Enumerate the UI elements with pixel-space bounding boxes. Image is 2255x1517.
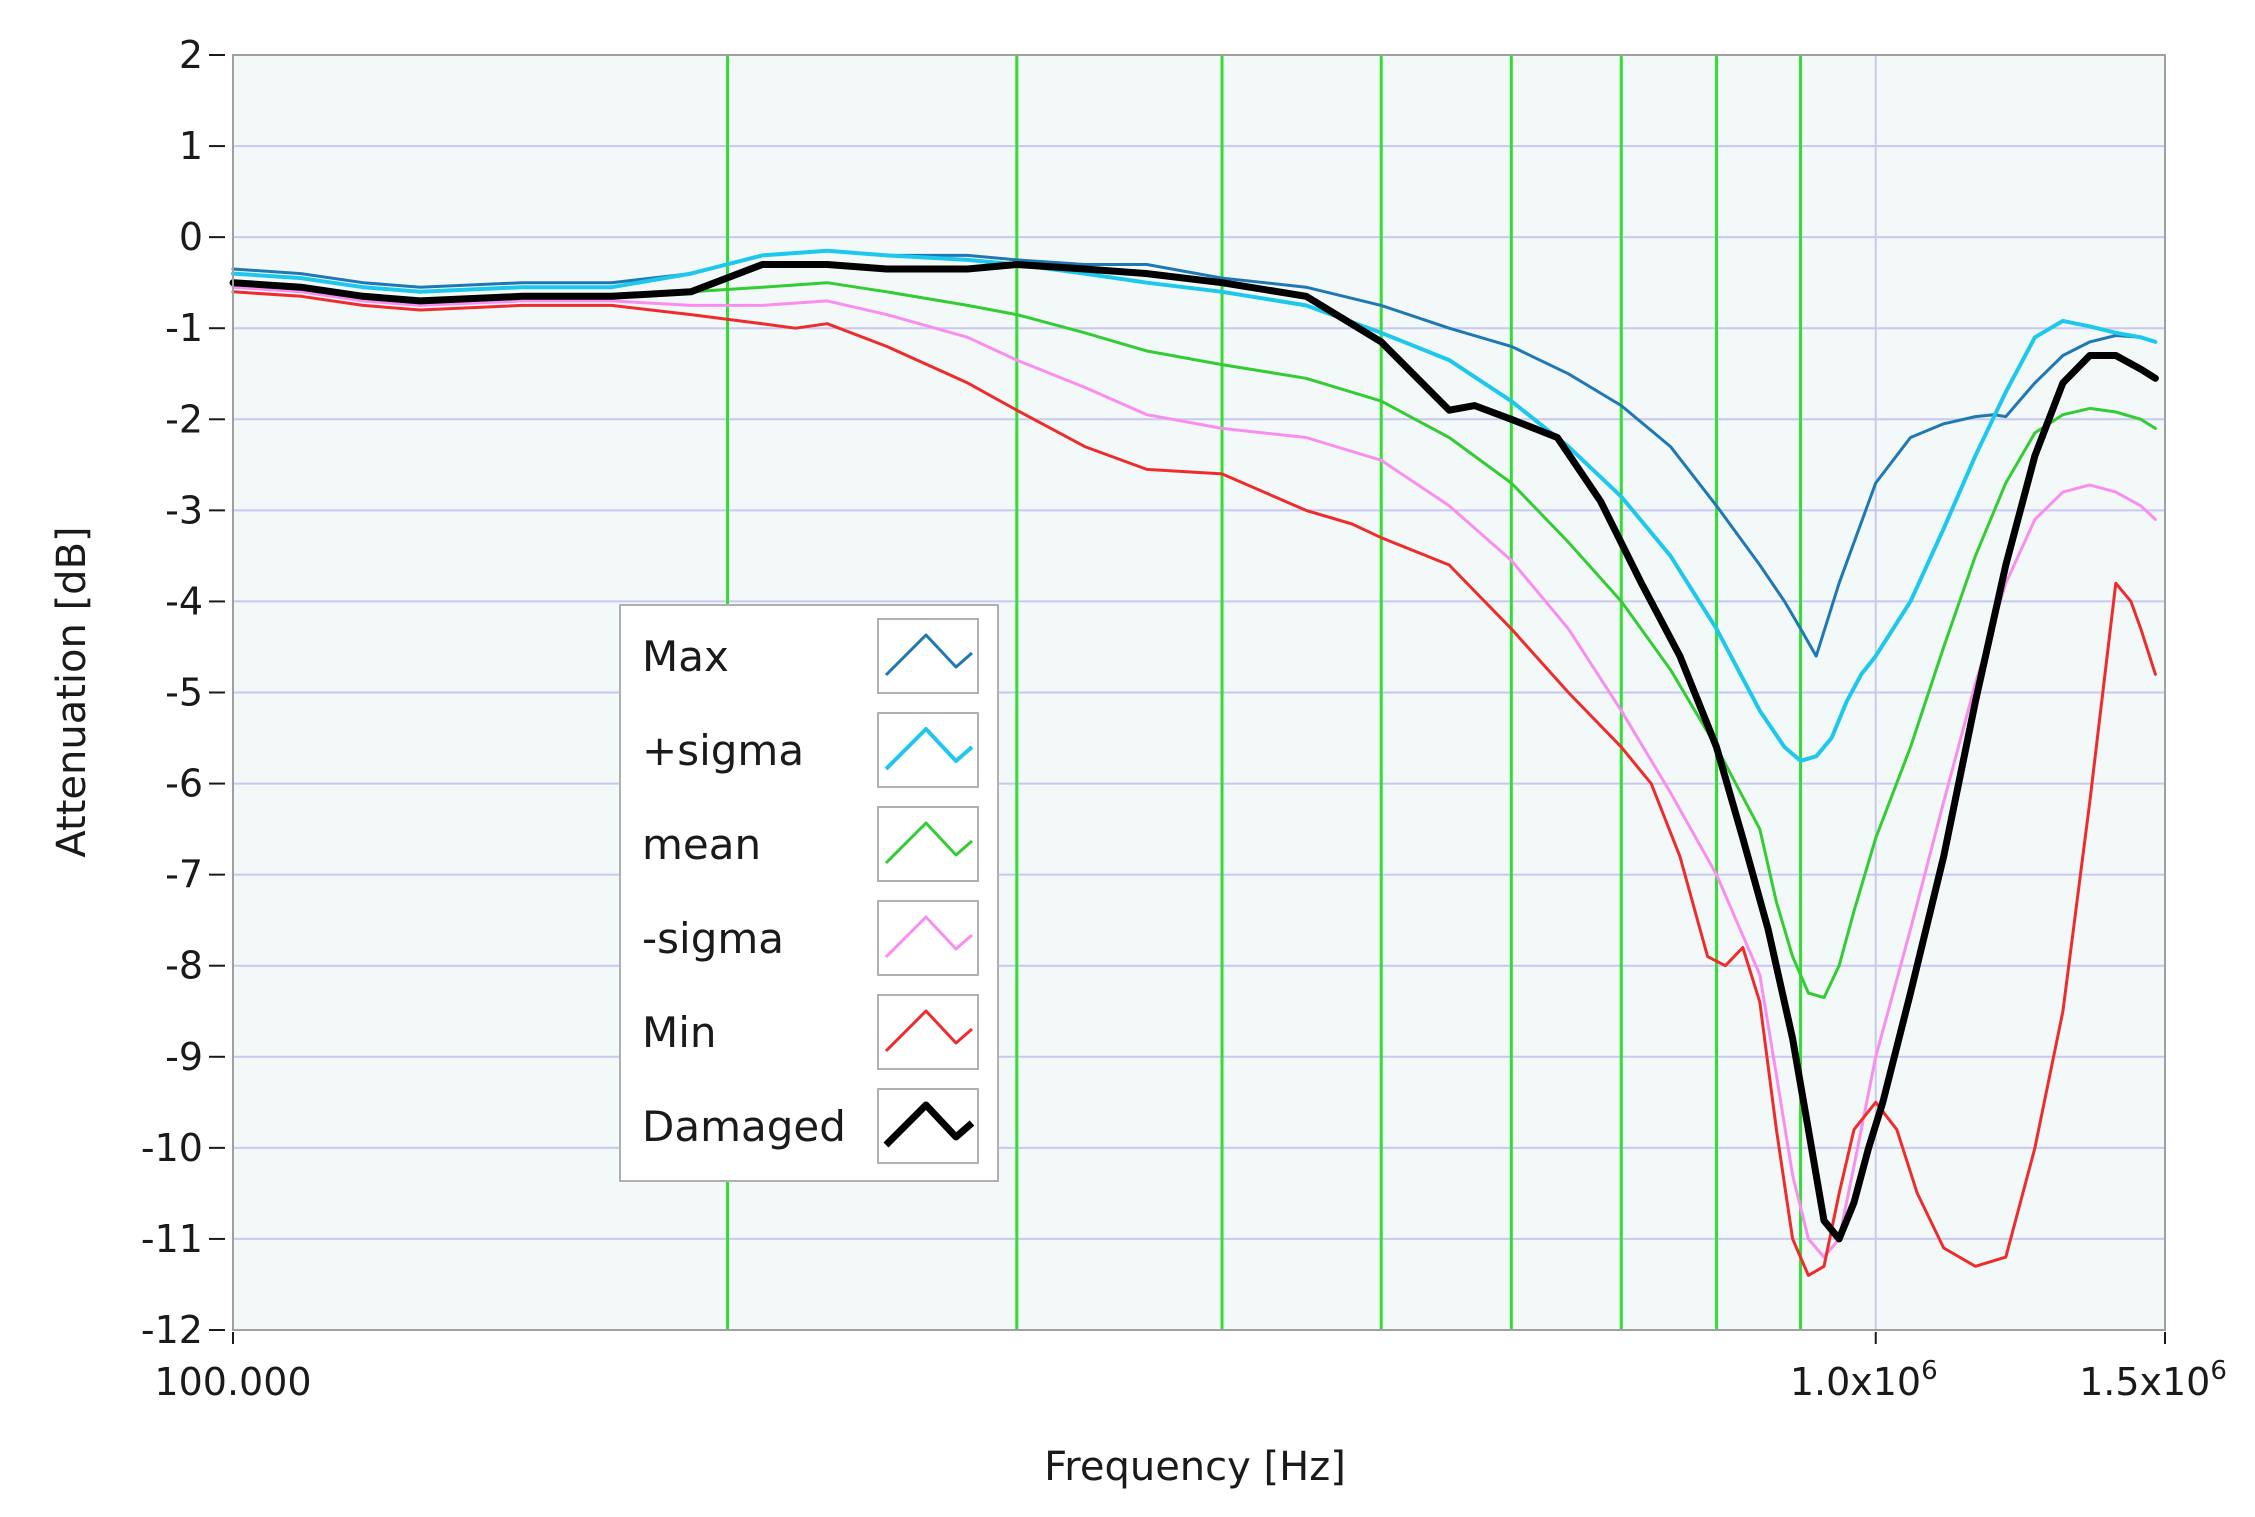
legend-swatch-line	[884, 915, 973, 959]
legend-label: +sigma	[642, 726, 804, 775]
plot-frame	[232, 54, 2166, 1331]
series-line-min	[231, 290, 2157, 1277]
y-tick-label: 1	[179, 124, 203, 168]
x-tick-label: 1.5x106	[2079, 1356, 2227, 1404]
x-tick-label: 100.000	[154, 1360, 311, 1404]
y-tick-label: -9	[165, 1035, 203, 1079]
legend-swatch-line	[884, 727, 974, 771]
y-axis-title: Attenuation [dB]	[49, 526, 95, 857]
x-tick-label: 1.0x106	[1790, 1356, 1938, 1404]
y-tick-label: -1	[165, 306, 203, 350]
legend-label: Max	[642, 632, 729, 681]
y-tick-label: -7	[165, 853, 203, 897]
legend-swatch-line	[884, 821, 973, 865]
series-line-damaged	[229, 261, 2159, 1243]
y-tick-label: -11	[141, 1217, 203, 1261]
legend-swatch-box	[877, 618, 979, 694]
y-tick-label: 0	[179, 215, 203, 259]
y-tick-label: -12	[141, 1308, 203, 1352]
legend-swatch-line	[883, 1101, 975, 1148]
legend-swatch-box	[877, 806, 979, 882]
legend: Max +sigma mean -sigma Min Damaged	[619, 604, 999, 1182]
y-tick-label: -8	[165, 944, 203, 988]
y-tick-label: -6	[165, 762, 203, 806]
x-axis-title: Frequency [Hz]	[1044, 1444, 1346, 1490]
legend-swatch-box	[877, 994, 979, 1070]
y-tick-label: 2	[179, 33, 203, 77]
legend-swatch-box	[877, 900, 979, 976]
legend-swatch-box	[877, 712, 979, 788]
legend-swatch-box	[877, 1088, 979, 1164]
series-line-mean	[231, 281, 2157, 1000]
legend-swatch-line	[884, 633, 973, 677]
legend-label: -sigma	[642, 914, 784, 963]
y-tick-label: -4	[165, 579, 203, 623]
y-tick-label: -10	[141, 1126, 203, 1170]
x-axis-ticks: 100.000 1.0x106 1.5x106	[154, 1332, 2227, 1404]
series-lines	[229, 248, 2159, 1277]
y-tick-label: -2	[165, 397, 203, 441]
y-axis-ticks: 2 1 0 -1 -2 -3 -4 -5 -6 -7 -8 -9 -10 -11 -12	[141, 33, 225, 1352]
legend-label: mean	[642, 820, 761, 869]
legend-label: Damaged	[642, 1102, 846, 1151]
y-tick-label: -3	[165, 488, 203, 532]
series-line-sigma	[231, 248, 2158, 763]
legend-label: Min	[642, 1008, 717, 1057]
legend-swatch-line	[884, 1009, 973, 1053]
y-tick-label: -5	[165, 671, 203, 715]
legend-box	[619, 604, 999, 1182]
